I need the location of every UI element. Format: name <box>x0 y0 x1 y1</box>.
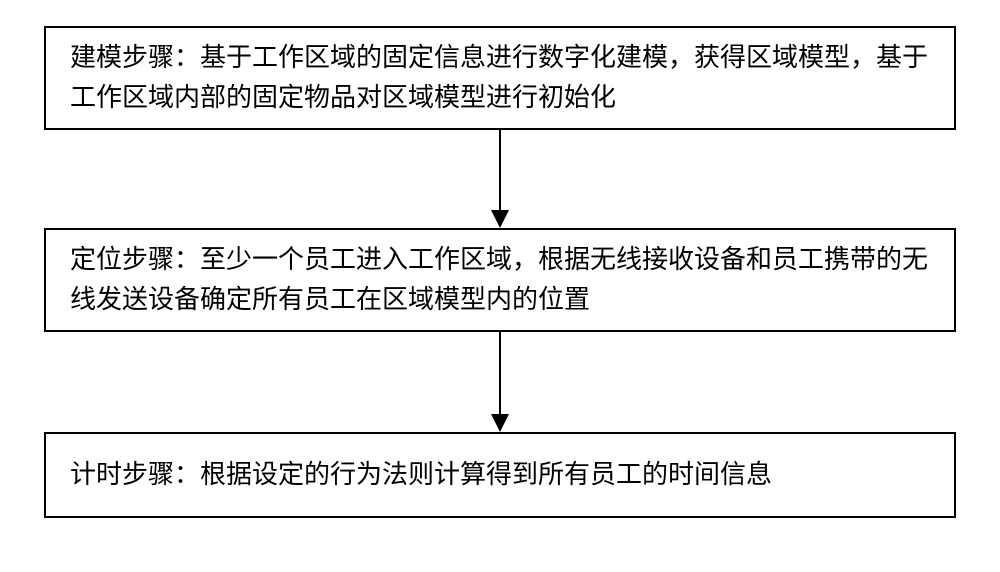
edge-step2-step3-line <box>499 332 501 414</box>
node-text: 定位步骤：至少一个员工进入工作区域，根据无线接收设备和员工携带的无线发送设备确定… <box>70 240 930 321</box>
edge-step1-step2-line <box>499 130 501 210</box>
edge-step2-step3-head <box>491 414 509 432</box>
flowchart-node-step1: 建模步骤：基于工作区域的固定信息进行数字化建模，获得区域模型，基于工作区域内部的… <box>44 26 956 130</box>
flowchart-node-step3: 计时步骤：根据设定的行为法则计算得到所有员工的时间信息 <box>44 432 956 518</box>
flowchart-node-step2: 定位步骤：至少一个员工进入工作区域，根据无线接收设备和员工携带的无线发送设备确定… <box>44 228 956 332</box>
edge-step1-step2-head <box>491 210 509 228</box>
node-text: 建模步骤：基于工作区域的固定信息进行数字化建模，获得区域模型，基于工作区域内部的… <box>70 38 930 119</box>
flowchart-canvas: 建模步骤：基于工作区域的固定信息进行数字化建模，获得区域模型，基于工作区域内部的… <box>0 0 1000 572</box>
node-text: 计时步骤：根据设定的行为法则计算得到所有员工的时间信息 <box>70 455 930 495</box>
